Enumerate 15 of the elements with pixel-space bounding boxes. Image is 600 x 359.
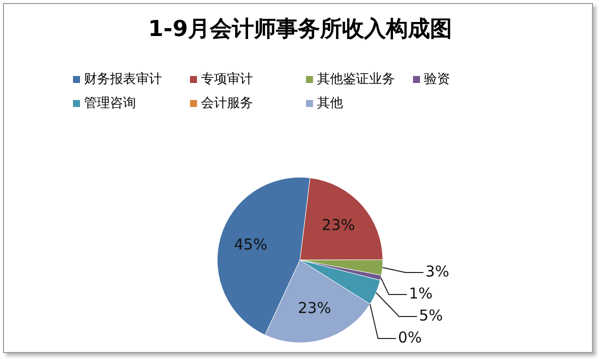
- legend-label: 财务报表审计: [84, 71, 162, 88]
- legend-label: 其他: [317, 95, 343, 112]
- data-label: 23%: [322, 216, 356, 234]
- data-label: 1%: [408, 284, 433, 302]
- chart-title: 1-9月会计师事务所收入构成图: [147, 16, 453, 44]
- data-label: 45%: [234, 236, 268, 254]
- legend-label: 管理咨询: [84, 95, 136, 112]
- text: 0%: [398, 328, 422, 346]
- legend-label: 验资: [424, 71, 450, 88]
- legend-label: 专项审计: [201, 71, 253, 88]
- data-label: 3%: [425, 262, 450, 280]
- data-label: 23%: [298, 299, 332, 318]
- legend-label: 会计服务: [201, 95, 253, 112]
- legend-label: 其他鉴证业务: [317, 71, 395, 88]
- data-label: 5%: [419, 306, 443, 324]
